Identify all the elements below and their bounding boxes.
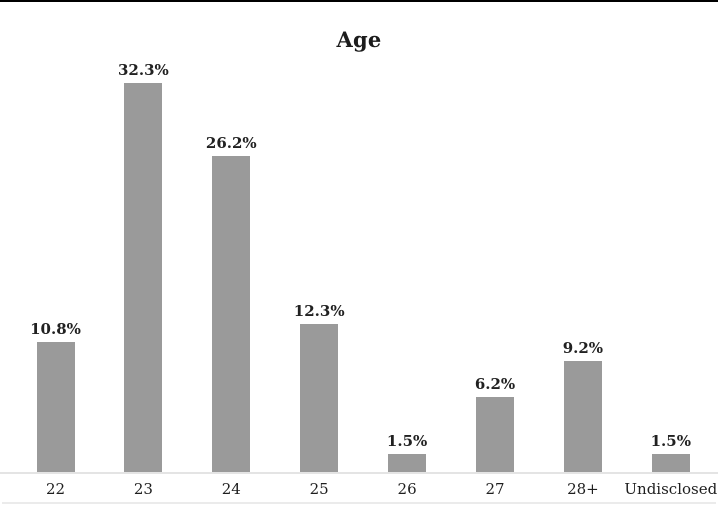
x-tick-label: 26 bbox=[397, 480, 417, 498]
bar-value-label: 32.3% bbox=[117, 61, 169, 79]
bar-value-label: 6.2% bbox=[474, 375, 516, 393]
x-tick-label: Undisclosed bbox=[624, 480, 718, 498]
bottom-divider-line bbox=[2, 502, 716, 504]
bar-value-label: 1.5% bbox=[650, 432, 691, 450]
bar bbox=[388, 454, 427, 472]
top-border-line bbox=[0, 0, 718, 2]
x-tick-label: 28+ bbox=[567, 480, 599, 498]
x-tick-label: 25 bbox=[309, 480, 329, 498]
bar-value-label: 9.2% bbox=[562, 339, 604, 357]
bar bbox=[651, 454, 690, 472]
bar bbox=[476, 397, 514, 472]
bar bbox=[300, 324, 339, 472]
x-tick-label: 23 bbox=[133, 480, 153, 498]
bar bbox=[212, 156, 251, 472]
x-axis-line bbox=[0, 472, 718, 474]
x-tick-label: 27 bbox=[485, 480, 505, 498]
bar-value-label: 1.5% bbox=[386, 432, 428, 450]
bar bbox=[124, 83, 163, 472]
x-tick-label: 22 bbox=[45, 480, 66, 498]
bar-value-label: 10.8% bbox=[30, 320, 81, 338]
chart-title: Age bbox=[336, 27, 382, 52]
bar-value-label: 26.2% bbox=[205, 134, 257, 152]
x-tick-label: 24 bbox=[221, 480, 241, 498]
bar-value-label: 12.3% bbox=[293, 302, 345, 320]
bar bbox=[36, 342, 75, 472]
bar bbox=[563, 361, 602, 472]
